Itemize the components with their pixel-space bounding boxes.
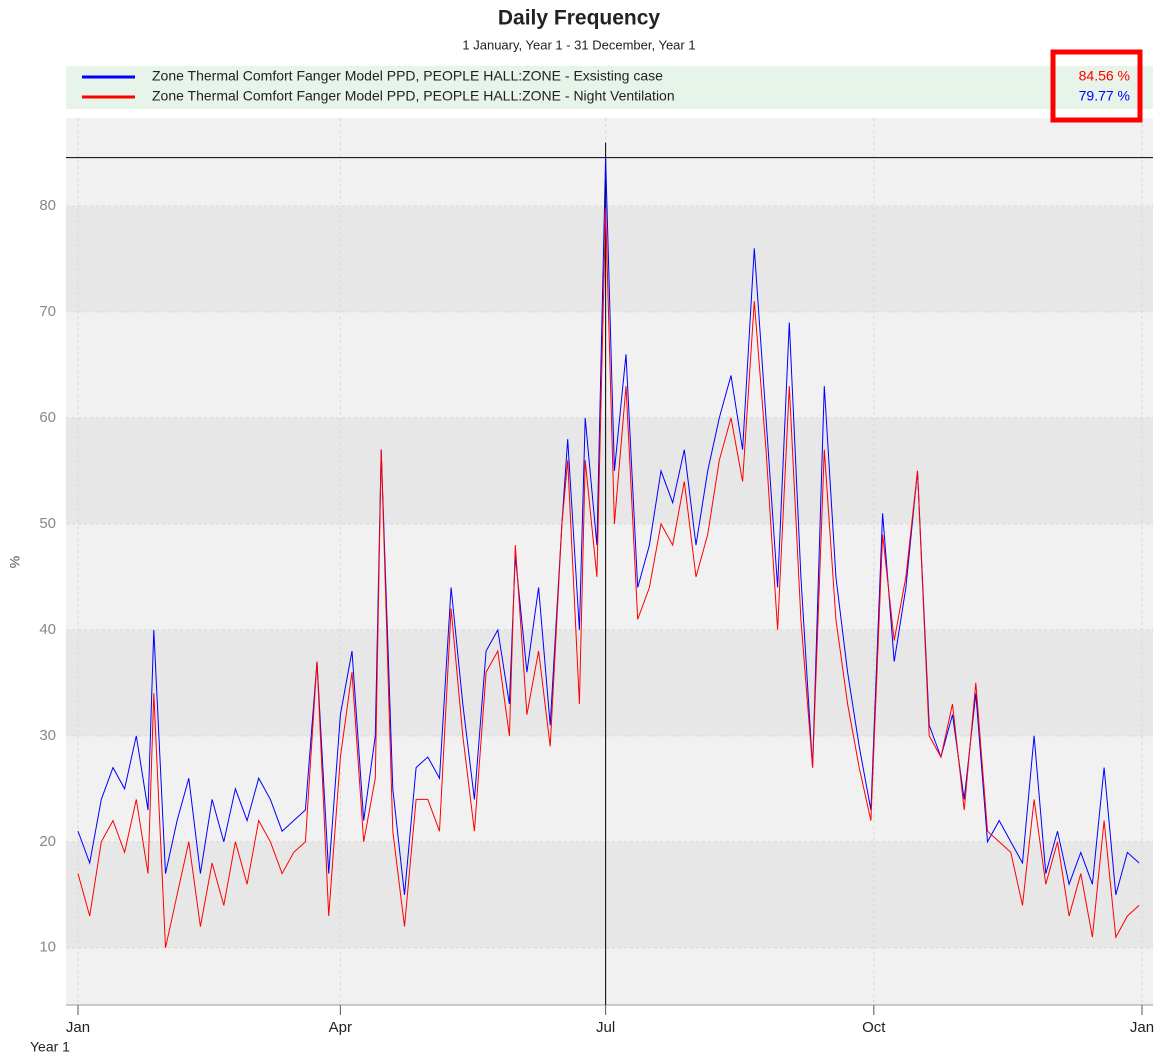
x-tick-label: Jul	[596, 1019, 615, 1036]
x-tick-label: Oct	[862, 1019, 886, 1036]
legend-max-label: 84.56 %	[1079, 68, 1130, 84]
x-tick-label: Jan	[66, 1019, 90, 1036]
band	[66, 523, 1153, 630]
band	[66, 118, 1153, 206]
x-tick-label: Jan	[1130, 1019, 1154, 1036]
legend-box	[66, 66, 1153, 109]
y-tick-label: 70	[39, 303, 56, 320]
legend-label: Zone Thermal Comfort Fanger Model PPD, P…	[152, 68, 663, 84]
y-tick-label: 30	[39, 727, 56, 744]
y-tick-label: 80	[39, 197, 56, 214]
y-tick-label: 10	[39, 939, 56, 956]
band	[66, 947, 1153, 1005]
legend-label: Zone Thermal Comfort Fanger Model PPD, P…	[152, 88, 675, 104]
y-tick-label: 50	[39, 515, 56, 532]
chart-title: Daily Frequency	[498, 7, 661, 30]
band	[66, 629, 1153, 736]
band	[66, 735, 1153, 842]
chart-subtitle: 1 January, Year 1 - 31 December, Year 1	[462, 37, 695, 52]
band	[66, 841, 1153, 948]
y-tick-label: 20	[39, 833, 56, 850]
highlight-box	[1050, 49, 1143, 123]
band	[66, 417, 1153, 524]
series-line	[77, 208, 1140, 948]
x-tick-label: Apr	[329, 1019, 352, 1036]
y-axis-label: %	[7, 556, 23, 568]
x-axis-label: Year 1	[30, 1039, 70, 1055]
legend-max-label: 79.77 %	[1079, 88, 1130, 104]
y-tick-label: 40	[39, 621, 56, 638]
y-tick-label: 60	[39, 409, 56, 426]
